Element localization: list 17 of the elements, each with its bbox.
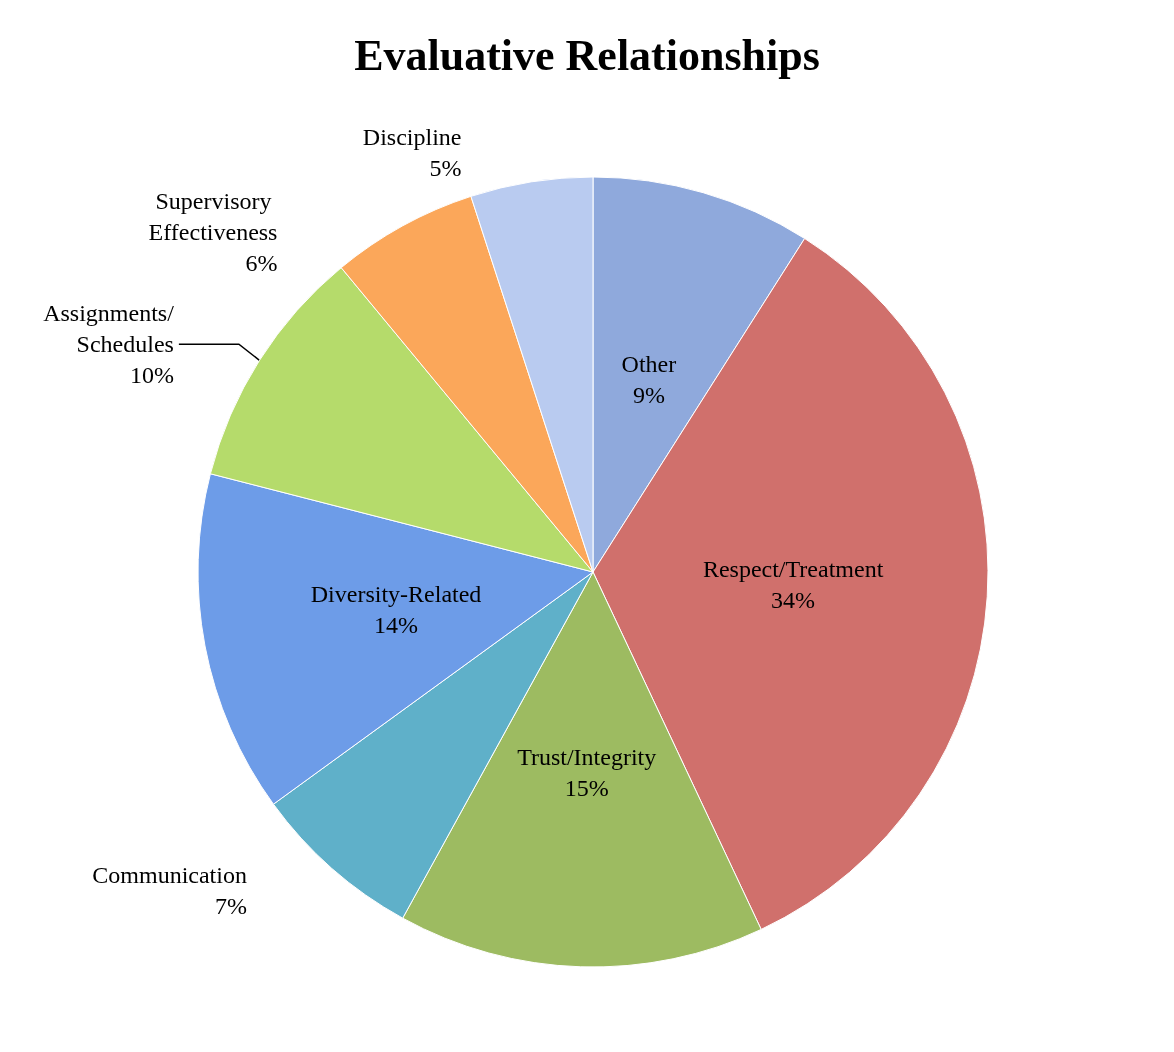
data-label: 15% [564,774,609,801]
data-label: 7% [214,893,247,920]
slice-label: Trust/Integrity [517,743,657,770]
data-label: 9% [632,381,665,408]
slice-label: Diversity-Related [310,581,482,608]
slice-label: Communication [92,862,247,889]
data-label: 5% [429,154,462,181]
data-label: 14% [374,612,419,639]
slice-label: Other [621,350,677,377]
data-label: 34% [771,587,816,614]
slice-label: Discipline [362,123,462,150]
chart-title: Evaluative Relationships [354,30,820,80]
data-label: 6% [245,249,278,276]
slice-label: Assignments/Schedules [43,300,175,358]
data-label: 10% [129,362,174,389]
slice-label: Respect/Treatment [702,556,884,583]
slice-label: Supervisory Effectiveness [148,187,278,245]
